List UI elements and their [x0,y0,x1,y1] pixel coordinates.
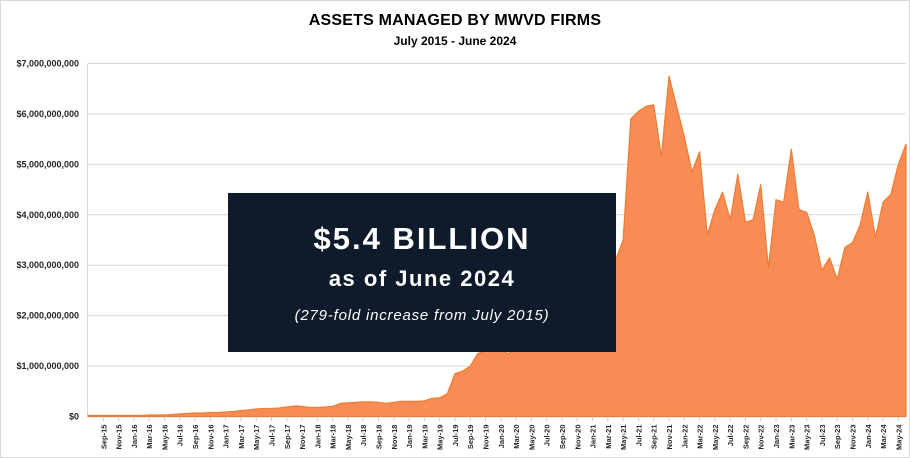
x-tick-label: May-19 [436,425,445,450]
x-tick-label: Jul-20 [543,425,552,447]
x-tick-label: Jan-16 [130,425,139,449]
x-tick-label: Sep-20 [558,425,567,450]
x-tick-label: Mar-21 [604,425,613,449]
x-tick-label: Sep-21 [650,425,659,450]
callout-box: $5.4 BILLION as of June 2024 (279-fold i… [228,193,616,352]
x-tick-label: Jul-18 [359,425,368,447]
x-tick-label: Sep-15 [99,425,108,450]
x-tick-label: Mar-23 [787,425,796,449]
x-tick-label: Mar-20 [512,425,521,449]
x-tick-label: Mar-22 [696,425,705,449]
x-tick-label: May-24 [894,424,903,450]
x-tick-label: May-22 [711,425,720,450]
x-tick-label: Nov-22 [757,425,766,450]
x-tick-label: Jul-21 [634,425,643,447]
x-tick-label: Nov-16 [206,425,215,450]
x-tick-label: Jul-19 [451,425,460,447]
y-tick-label: $4,000,000,000 [16,210,79,220]
x-tick-label: Sep-23 [833,425,842,450]
x-tick-label: Nov-15 [115,425,124,450]
x-tick-label: Sep-19 [466,425,475,450]
x-tick-label: Nov-23 [848,425,857,450]
x-tick-label: Jan-18 [313,425,322,449]
x-tick-label: Jul-16 [176,425,185,447]
x-tick-label: Mar-19 [420,425,429,449]
x-tick-label: May-20 [527,425,536,450]
y-tick-label: $3,000,000,000 [16,260,79,270]
x-tick-label: Jan-21 [589,425,598,449]
x-tick-label: Jan-22 [680,425,689,449]
x-tick-label: Mar-17 [237,425,246,449]
y-tick-label: $2,000,000,000 [16,311,79,321]
y-tick-label: $5,000,000,000 [16,159,79,169]
x-tick-label: May-16 [160,425,169,450]
callout-subline: as of June 2024 [328,265,516,291]
y-tick-label: $1,000,000,000 [16,361,79,371]
x-tick-label: May-18 [344,425,353,450]
x-tick-label: Jan-24 [864,424,873,449]
chart-title: ASSETS MANAGED BY MWVD FIRMS [308,12,602,29]
x-tick-label: Nov-21 [665,425,674,450]
x-tick-label: Nov-19 [482,425,491,450]
x-tick-label: Mar-16 [145,425,154,449]
x-tick-label: May-23 [803,425,812,450]
chart-subtitle: July 2015 - June 2024 [393,34,517,48]
x-tick-label: Mar-24 [879,424,888,449]
x-tick-label: May-21 [619,425,628,450]
x-tick-label: Jan-20 [497,424,506,448]
x-tick-label: Jan-23 [772,425,781,449]
callout-note: (279-fold increase from July 2015) [294,306,550,324]
x-tick-label: Nov-20 [573,425,582,450]
x-tick-label: Sep-18 [375,425,384,450]
x-tick-label: May-17 [252,425,261,450]
y-tick-label: $0 [69,412,79,422]
y-tick-label: $6,000,000,000 [16,109,79,119]
x-tick-label: Jan-17 [222,425,231,449]
x-tick-label: Nov-17 [298,425,307,450]
area-series [87,75,907,418]
x-tick-label: Sep-17 [283,425,292,450]
x-tick-label: Jul-17 [267,425,276,447]
x-tick-label: Jul-22 [726,425,735,447]
x-tick-label: Sep-22 [741,425,750,450]
x-tick-label: Jan-19 [405,425,414,449]
x-tick-label: Mar-18 [329,425,338,449]
y-tick-label: $7,000,000,000 [16,59,79,69]
callout-headline: $5.4 BILLION [313,220,531,256]
x-tick-label: Sep-16 [191,425,200,450]
x-tick-label: Nov-18 [390,425,399,450]
x-tick-label: Jul-23 [818,425,827,447]
